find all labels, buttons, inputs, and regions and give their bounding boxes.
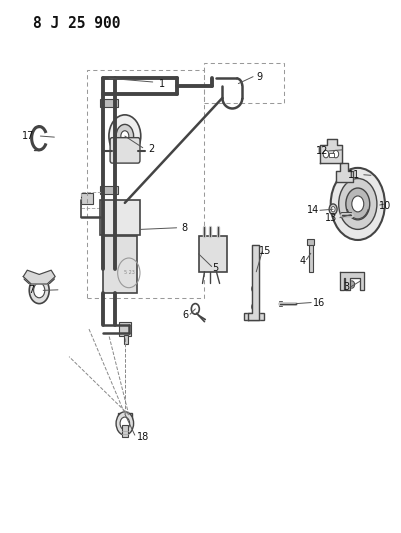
FancyBboxPatch shape (110, 138, 140, 163)
Text: 2: 2 (149, 144, 155, 154)
Bar (198, 236, 227, 272)
Circle shape (329, 204, 337, 215)
Text: 5: 5 (213, 263, 219, 272)
Circle shape (331, 207, 335, 212)
Bar (122, 424, 128, 437)
Text: 6: 6 (182, 310, 188, 320)
Circle shape (120, 417, 130, 430)
Bar (309, 244, 313, 272)
Circle shape (331, 168, 385, 240)
Text: 9: 9 (256, 71, 262, 82)
Circle shape (109, 115, 141, 157)
Bar (81, 193, 93, 204)
Bar (279, 301, 282, 306)
Circle shape (251, 286, 256, 292)
Bar (81, 192, 101, 208)
Bar (117, 413, 132, 424)
Text: 8 J 25 900: 8 J 25 900 (33, 16, 121, 31)
Bar (124, 335, 128, 344)
Bar (329, 153, 334, 157)
Polygon shape (23, 270, 55, 284)
Text: 15: 15 (259, 246, 272, 256)
Bar (100, 99, 117, 108)
Circle shape (333, 150, 339, 158)
Text: 12: 12 (316, 146, 328, 156)
Circle shape (352, 196, 364, 212)
Bar (87, 70, 205, 298)
Polygon shape (320, 139, 342, 163)
Bar (244, 313, 264, 319)
Bar (119, 321, 131, 336)
Circle shape (116, 124, 134, 148)
Text: 5 23: 5 23 (124, 270, 135, 276)
Circle shape (340, 173, 344, 180)
Bar (103, 236, 137, 293)
Text: 11: 11 (348, 170, 360, 180)
Circle shape (121, 131, 129, 141)
Bar (205, 63, 284, 103)
Text: 4: 4 (299, 256, 305, 265)
FancyArrowPatch shape (49, 279, 54, 283)
Text: 10: 10 (379, 201, 391, 211)
Polygon shape (336, 163, 352, 182)
Circle shape (34, 283, 45, 298)
Bar (342, 212, 351, 217)
Bar (307, 239, 314, 245)
Polygon shape (248, 245, 259, 319)
Circle shape (323, 150, 329, 158)
Circle shape (116, 412, 134, 435)
Bar (100, 186, 117, 195)
Polygon shape (340, 272, 364, 290)
Circle shape (349, 281, 354, 288)
FancyArrowPatch shape (24, 279, 29, 283)
Bar (100, 200, 140, 235)
Text: 8: 8 (182, 223, 188, 233)
Text: 16: 16 (313, 297, 325, 308)
Bar (252, 296, 257, 301)
Text: 3: 3 (344, 281, 350, 292)
Text: 13: 13 (325, 213, 338, 223)
Text: 7: 7 (28, 285, 34, 295)
Circle shape (29, 277, 49, 304)
Text: 17: 17 (22, 131, 34, 141)
Text: 18: 18 (137, 432, 149, 442)
Circle shape (339, 179, 377, 229)
Text: 1: 1 (159, 78, 165, 88)
Circle shape (346, 188, 370, 220)
Circle shape (251, 304, 256, 310)
Text: 14: 14 (306, 205, 319, 215)
